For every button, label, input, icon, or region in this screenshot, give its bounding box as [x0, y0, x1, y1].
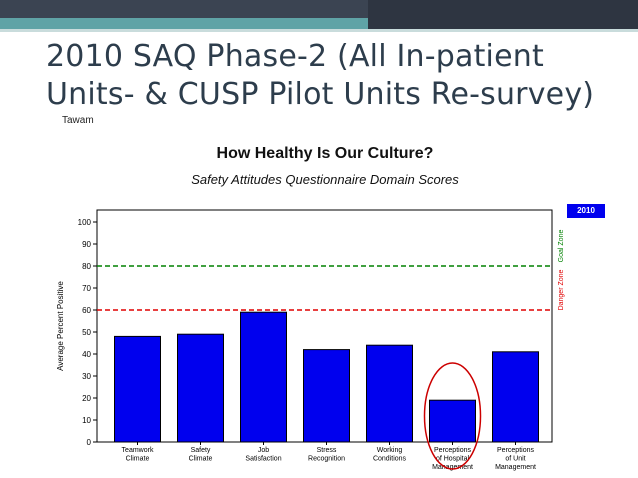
- y-tick-label: 50: [82, 328, 91, 337]
- y-tick-label: 80: [82, 262, 91, 271]
- y-tick-label: 90: [82, 240, 91, 249]
- x-tick-label: Safety: [191, 447, 211, 454]
- chart-title: How Healthy Is Our Culture?: [216, 145, 434, 162]
- highlight-ellipse: [423, 362, 482, 470]
- header-band-light: [0, 29, 638, 32]
- y-tick-label: 0: [87, 438, 92, 447]
- bar: [240, 311, 287, 443]
- y-tick-label: 60: [82, 306, 91, 315]
- x-tick-label: Perceptions: [434, 447, 471, 454]
- bar: [492, 351, 539, 443]
- x-tick-label: Climate: [189, 456, 213, 463]
- bar: [303, 349, 350, 443]
- x-tick-label: of Unit: [505, 456, 525, 463]
- x-tick-label: Working: [377, 447, 403, 454]
- chart-subtitle: Safety Attitudes Questionnaire Domain Sc…: [191, 172, 459, 187]
- x-tick-label: Stress: [317, 447, 337, 454]
- bar: [429, 399, 476, 443]
- reference-line-label: Danger Zone: [558, 269, 565, 310]
- slide-title: 2010 SAQ Phase-2 (All In-patient Units- …: [46, 39, 595, 112]
- y-tick-label: 20: [82, 394, 91, 403]
- y-tick-label: 100: [78, 218, 92, 227]
- x-tick-label: Conditions: [373, 456, 407, 463]
- x-tick-label: of Hospital: [436, 456, 470, 463]
- site-label: Tawam: [62, 115, 94, 126]
- y-tick-label: 30: [82, 372, 91, 381]
- x-tick-label: Job: [258, 447, 269, 454]
- y-tick-label: 10: [82, 416, 91, 425]
- x-tick-label: Perceptions: [497, 447, 534, 454]
- header-band-teal: [0, 18, 638, 29]
- bar: [114, 335, 161, 443]
- y-tick-label: 70: [82, 284, 91, 293]
- y-axis-label: Average Percent Positive: [56, 281, 65, 371]
- x-tick-label: Climate: [126, 456, 150, 463]
- bar: [177, 333, 224, 443]
- y-tick-label: 40: [82, 350, 91, 359]
- x-tick-label: Satisfaction: [245, 456, 281, 463]
- x-tick-label: Teamwork: [122, 447, 154, 454]
- x-tick-label: Management: [432, 464, 473, 471]
- reference-line-label: Goal Zone: [558, 230, 565, 263]
- x-tick-label: Recognition: [308, 456, 345, 463]
- bar: [366, 344, 413, 443]
- legend-entry-2010: 2010: [567, 204, 605, 218]
- x-tick-label: Management: [495, 464, 536, 471]
- header-band-accent: [368, 0, 638, 29]
